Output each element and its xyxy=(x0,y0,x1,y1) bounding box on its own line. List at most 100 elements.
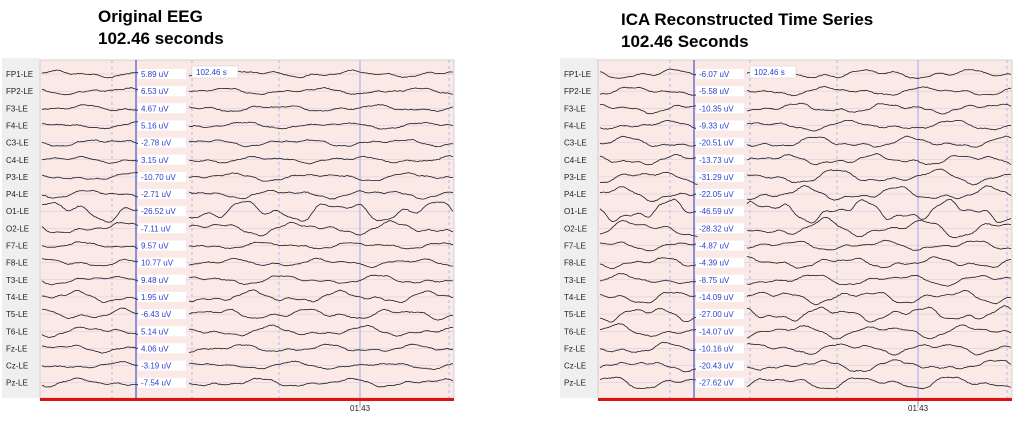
channel-label: T4-LE xyxy=(564,293,586,302)
cursor-value: -4.87 uV xyxy=(699,242,730,251)
eeg-trace xyxy=(41,220,454,237)
channel-label: Cz-LE xyxy=(6,362,28,371)
eeg-trace xyxy=(41,360,454,370)
eeg-trace xyxy=(42,377,454,388)
channel-label: O2-LE xyxy=(6,224,29,233)
channel-label: F3-LE xyxy=(6,104,28,113)
cursor-value: -6.07 uV xyxy=(699,70,730,79)
cursor-time: 102.46 s xyxy=(196,68,227,77)
eeg-trace xyxy=(599,153,1012,166)
channel-label: T5-LE xyxy=(6,310,28,319)
cursor-value: -8.75 uV xyxy=(699,276,730,285)
cursor-value: -20.51 uV xyxy=(699,139,734,148)
channel-label: O1-LE xyxy=(564,207,587,216)
value-label-bg xyxy=(696,360,744,371)
channel-label: Pz-LE xyxy=(564,379,586,388)
channel-label: Fz-LE xyxy=(564,344,585,353)
cursor-value: 9.57 uV xyxy=(141,242,169,251)
eeg-trace xyxy=(41,87,454,96)
value-label-bg xyxy=(138,291,186,302)
cursor-value: 5.89 uV xyxy=(141,70,169,79)
cursor-value: -27.00 uV xyxy=(699,310,734,319)
cursor-value: -2.78 uV xyxy=(141,139,172,148)
left-title-line2: 102.46 seconds xyxy=(98,29,224,48)
channel-label: T4-LE xyxy=(6,293,28,302)
eeg-trace xyxy=(41,289,454,304)
cursor-value: 9.48 uV xyxy=(141,276,169,285)
eeg-chart-original: FP1-LE 5.89 uV FP2-LE 6.53 uV F3-LE 4.67 uV F4… xyxy=(2,58,458,414)
cursor-value: -10.70 uV xyxy=(141,173,176,182)
eeg-trace xyxy=(599,239,1012,252)
eeg-trace xyxy=(41,343,454,354)
eeg-trace xyxy=(41,155,454,165)
eeg-trace xyxy=(599,185,1012,202)
eeg-trace xyxy=(599,85,1012,97)
cursor-value: -4.39 uV xyxy=(699,259,730,268)
eeg-trace xyxy=(41,200,454,223)
cursor-value: -46.59 uV xyxy=(699,207,734,216)
channel-label: T5-LE xyxy=(564,310,586,319)
value-label-bg xyxy=(696,257,744,268)
cursor-value: -5.58 uV xyxy=(699,87,730,96)
value-label-bg xyxy=(696,326,744,337)
channel-label-column xyxy=(560,58,598,398)
channel-label-column xyxy=(2,58,40,398)
channel-label: T3-LE xyxy=(564,276,586,285)
channel-label: FP2-LE xyxy=(6,87,33,96)
value-label-bg xyxy=(138,240,186,251)
left-title-line1: Original EEG xyxy=(98,7,203,26)
right-title-line1: ICA Reconstructed Time Series xyxy=(621,10,874,29)
value-label-bg xyxy=(696,223,744,234)
eeg-trace xyxy=(41,324,454,338)
eeg-trace xyxy=(599,376,1012,390)
cursor-value: -7.54 uV xyxy=(141,379,172,388)
cursor-time-bg xyxy=(191,65,239,79)
eeg-trace xyxy=(599,135,1012,148)
cursor-value: -10.16 uV xyxy=(699,344,734,353)
eeg-trace xyxy=(41,104,454,112)
value-label-bg xyxy=(138,309,186,320)
cursor-value: 6.53 uV xyxy=(141,87,169,96)
eeg-trace xyxy=(41,241,454,250)
cursor-value: 1.95 uV xyxy=(141,293,169,302)
value-label-bg xyxy=(138,223,186,234)
value-label-bg xyxy=(696,291,744,302)
channel-label: C4-LE xyxy=(6,156,29,165)
channel-label: P3-LE xyxy=(6,173,28,182)
cursor-time-bg xyxy=(749,65,797,79)
eeg-trace xyxy=(599,289,1012,306)
eeg-trace xyxy=(41,274,453,286)
value-label-bg xyxy=(696,171,744,182)
channel-label: T6-LE xyxy=(564,327,586,336)
channel-label: T3-LE xyxy=(6,276,28,285)
cursor-value: -2.71 uV xyxy=(141,190,172,199)
value-label-bg xyxy=(696,309,744,320)
cursor-value: -14.09 uV xyxy=(699,293,734,302)
cursor-value: -27.62 uV xyxy=(699,379,734,388)
cursor-value: 4.67 uV xyxy=(141,104,169,113)
channel-label: Pz-LE xyxy=(6,379,28,388)
cursor-value: 3.15 uV xyxy=(141,156,169,165)
cursor-value: -3.19 uV xyxy=(141,362,172,371)
channel-label: F4-LE xyxy=(564,121,586,130)
eeg-trace xyxy=(599,168,1011,186)
cursor-time: 102.46 s xyxy=(754,68,785,77)
channel-label: F7-LE xyxy=(6,242,28,251)
channel-label: FP1-LE xyxy=(564,70,591,79)
value-label-bg xyxy=(696,154,744,165)
channel-label: P4-LE xyxy=(564,190,586,199)
cursor-value: -7.11 uV xyxy=(141,224,171,233)
channel-label: C3-LE xyxy=(564,139,587,148)
value-label-bg xyxy=(138,274,186,285)
eeg-panel-ica: FP1-LE -6.07 uV FP2-LE -5.58 uV F3-LE -10.35 … xyxy=(560,58,1016,414)
cursor-value: -10.35 uV xyxy=(699,104,734,113)
channel-label: P4-LE xyxy=(6,190,28,199)
value-label-bg xyxy=(138,137,186,148)
channel-label: F4-LE xyxy=(6,121,28,130)
channel-label: C4-LE xyxy=(564,156,587,165)
eeg-trace xyxy=(599,198,1012,224)
value-label-bg xyxy=(696,274,744,285)
channel-label: F8-LE xyxy=(564,259,586,268)
value-label-bg xyxy=(138,360,186,371)
channel-label: F3-LE xyxy=(564,104,586,113)
